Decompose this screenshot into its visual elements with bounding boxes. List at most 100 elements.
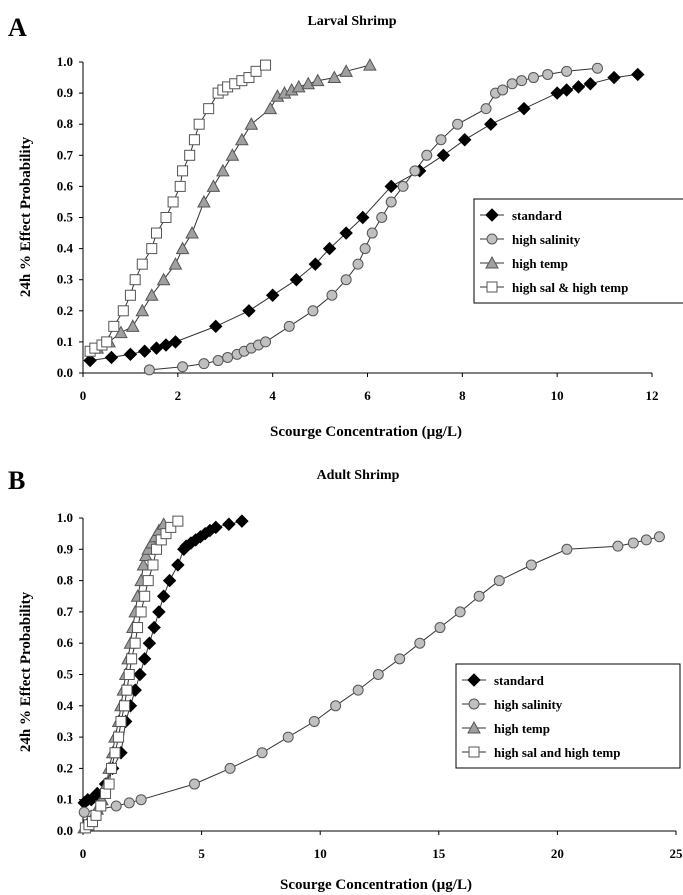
data-point-a-0 <box>339 226 353 240</box>
data-point-a-3 <box>117 305 129 317</box>
data-point-a-3 <box>174 180 186 192</box>
data-point-b-1 <box>454 606 466 618</box>
legend-box-a <box>473 198 683 304</box>
data-point-a-1 <box>506 78 518 90</box>
data-point-b-3 <box>113 731 125 743</box>
data-point-b-3 <box>165 521 177 533</box>
data-point-a-0 <box>137 344 152 358</box>
data-point-a-2 <box>339 64 354 77</box>
data-point-b-1 <box>308 715 320 727</box>
data-point-b-1 <box>612 540 624 552</box>
x-tick-label-a: 8 <box>459 388 466 403</box>
data-point-a-3 <box>184 149 196 161</box>
data-point-a-3 <box>188 134 200 146</box>
data-point-a-0 <box>517 101 531 116</box>
series-line-a-3 <box>89 64 266 352</box>
data-point-a-0 <box>83 353 97 368</box>
y-tick-label-b: 0.4 <box>57 698 74 713</box>
data-point-a-1 <box>260 336 272 348</box>
y-axis-label-a: 24h % Effect Probability <box>18 136 34 297</box>
data-point-a-2 <box>156 272 171 286</box>
series-line-a-2 <box>96 64 371 349</box>
y-tick-label-b: 0.6 <box>57 635 74 650</box>
data-point-a-1 <box>143 364 155 376</box>
data-point-b-1 <box>627 537 639 549</box>
y-tick-label-b: 0.7 <box>57 604 74 619</box>
data-point-b-3 <box>135 606 147 618</box>
data-point-a-3 <box>150 227 162 239</box>
chart-panel-a: A Larval Shrimp Scourge Concentration (µ… <box>8 13 683 440</box>
legend-label-a-1: high salinity <box>512 232 581 247</box>
data-point-b-1 <box>493 575 505 587</box>
data-point-b-2 <box>139 548 153 562</box>
x-tick-label-b: 10 <box>314 846 327 861</box>
data-point-b-1 <box>394 653 406 665</box>
data-point-a-3 <box>250 65 262 77</box>
data-point-a-2 <box>125 319 140 332</box>
data-point-b-3 <box>172 515 184 527</box>
x-tick-label-a: 0 <box>80 388 87 403</box>
data-point-b-3 <box>105 762 117 774</box>
legend-marker-a-0 <box>485 208 499 222</box>
data-point-a-1 <box>212 355 224 367</box>
data-point-a-0 <box>242 304 256 318</box>
data-point-a-3 <box>146 243 158 255</box>
data-point-b-0 <box>147 620 161 635</box>
data-point-b-1 <box>78 806 90 818</box>
data-point-a-0 <box>265 288 280 302</box>
series-line-b-1 <box>84 536 660 813</box>
data-point-b-1 <box>330 700 342 712</box>
x-tick-label-b: 20 <box>551 846 564 861</box>
data-point-b-1 <box>372 669 384 680</box>
y-tick-label-a: 0.2 <box>57 303 73 318</box>
data-point-a-0 <box>322 241 337 256</box>
data-point-a-3 <box>129 274 141 286</box>
chart-title-a: Larval Shrimp <box>307 14 396 29</box>
data-point-a-0 <box>436 148 451 163</box>
data-point-a-0 <box>123 347 138 362</box>
y-tick-label-a: 0.5 <box>57 210 74 225</box>
legend-label-a-0: standard <box>512 208 563 223</box>
data-point-a-0 <box>308 257 323 271</box>
y-tick-label-b: 0.2 <box>57 760 73 775</box>
data-point-b-0 <box>235 514 249 528</box>
data-point-b-3 <box>121 684 133 696</box>
legend-label-a-2: high temp <box>512 256 568 271</box>
y-tick-label-a: 0.1 <box>57 334 73 349</box>
data-point-b-0 <box>222 517 236 531</box>
data-point-b-1 <box>352 684 364 696</box>
data-point-a-0 <box>168 335 183 349</box>
y-tick-label-b: 0.9 <box>57 541 74 556</box>
data-point-b-3 <box>123 669 135 680</box>
data-point-b-0 <box>152 605 166 619</box>
data-point-b-3 <box>90 809 102 821</box>
data-point-a-0 <box>583 77 598 91</box>
data-point-a-2 <box>216 163 230 177</box>
x-axis-label-b: Scourge Concentration (µg/L) <box>280 877 472 893</box>
legend-marker-b-2 <box>467 720 481 734</box>
data-point-a-1 <box>561 65 573 77</box>
data-point-b-3 <box>115 715 127 727</box>
data-point-a-0 <box>384 179 398 194</box>
legend-marker-b-1 <box>468 698 480 710</box>
data-point-a-3 <box>177 165 189 177</box>
legend-marker-a-2 <box>485 255 499 269</box>
data-point-a-1 <box>516 75 528 87</box>
data-point-a-2 <box>175 241 190 255</box>
data-point-a-1 <box>326 289 338 301</box>
data-point-a-2 <box>291 79 306 93</box>
y-tick-label-b: 0.8 <box>57 573 74 588</box>
data-point-b-3 <box>151 543 163 555</box>
data-point-b-3 <box>142 575 154 587</box>
data-point-b-1 <box>110 800 122 812</box>
legend-label-b-1: high salinity <box>494 697 563 712</box>
y-tick-label-b: 0.1 <box>57 792 73 807</box>
legend-label-b-0: standard <box>494 673 545 688</box>
x-tick-label-a: 4 <box>269 388 276 403</box>
data-point-a-1 <box>527 72 539 84</box>
x-tick-label-a: 12 <box>646 388 659 403</box>
data-point-a-2 <box>310 73 325 87</box>
data-point-a-1 <box>421 149 433 161</box>
data-point-a-2 <box>206 179 221 192</box>
data-point-a-1 <box>340 274 352 286</box>
